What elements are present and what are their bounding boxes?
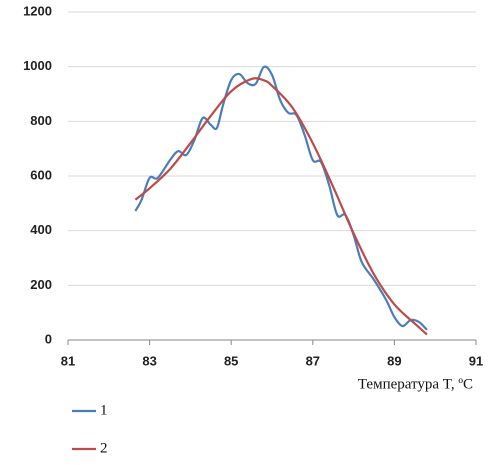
x-tick-label: 89 <box>387 353 401 368</box>
legend-label: 1 <box>100 402 108 418</box>
y-tick-label: 400 <box>30 222 52 237</box>
x-tick-label: 91 <box>469 353 483 368</box>
series-line <box>134 77 428 336</box>
x-tick-label: 85 <box>224 353 238 368</box>
x-tick-label: 87 <box>306 353 320 368</box>
y-tick-label: 1000 <box>23 58 52 73</box>
y-tick-label: 200 <box>30 277 52 292</box>
x-tick-label: 81 <box>61 353 75 368</box>
x-tick-label: 83 <box>142 353 156 368</box>
series-line <box>134 65 428 331</box>
legend-label: 2 <box>100 440 108 456</box>
y-tick-label: 600 <box>30 167 52 182</box>
y-tick-label: 1200 <box>23 3 52 18</box>
y-tick-label: 0 <box>45 331 52 346</box>
y-tick-label: 800 <box>30 113 52 128</box>
x-axis-label: Температура T, ºC <box>358 376 473 392</box>
